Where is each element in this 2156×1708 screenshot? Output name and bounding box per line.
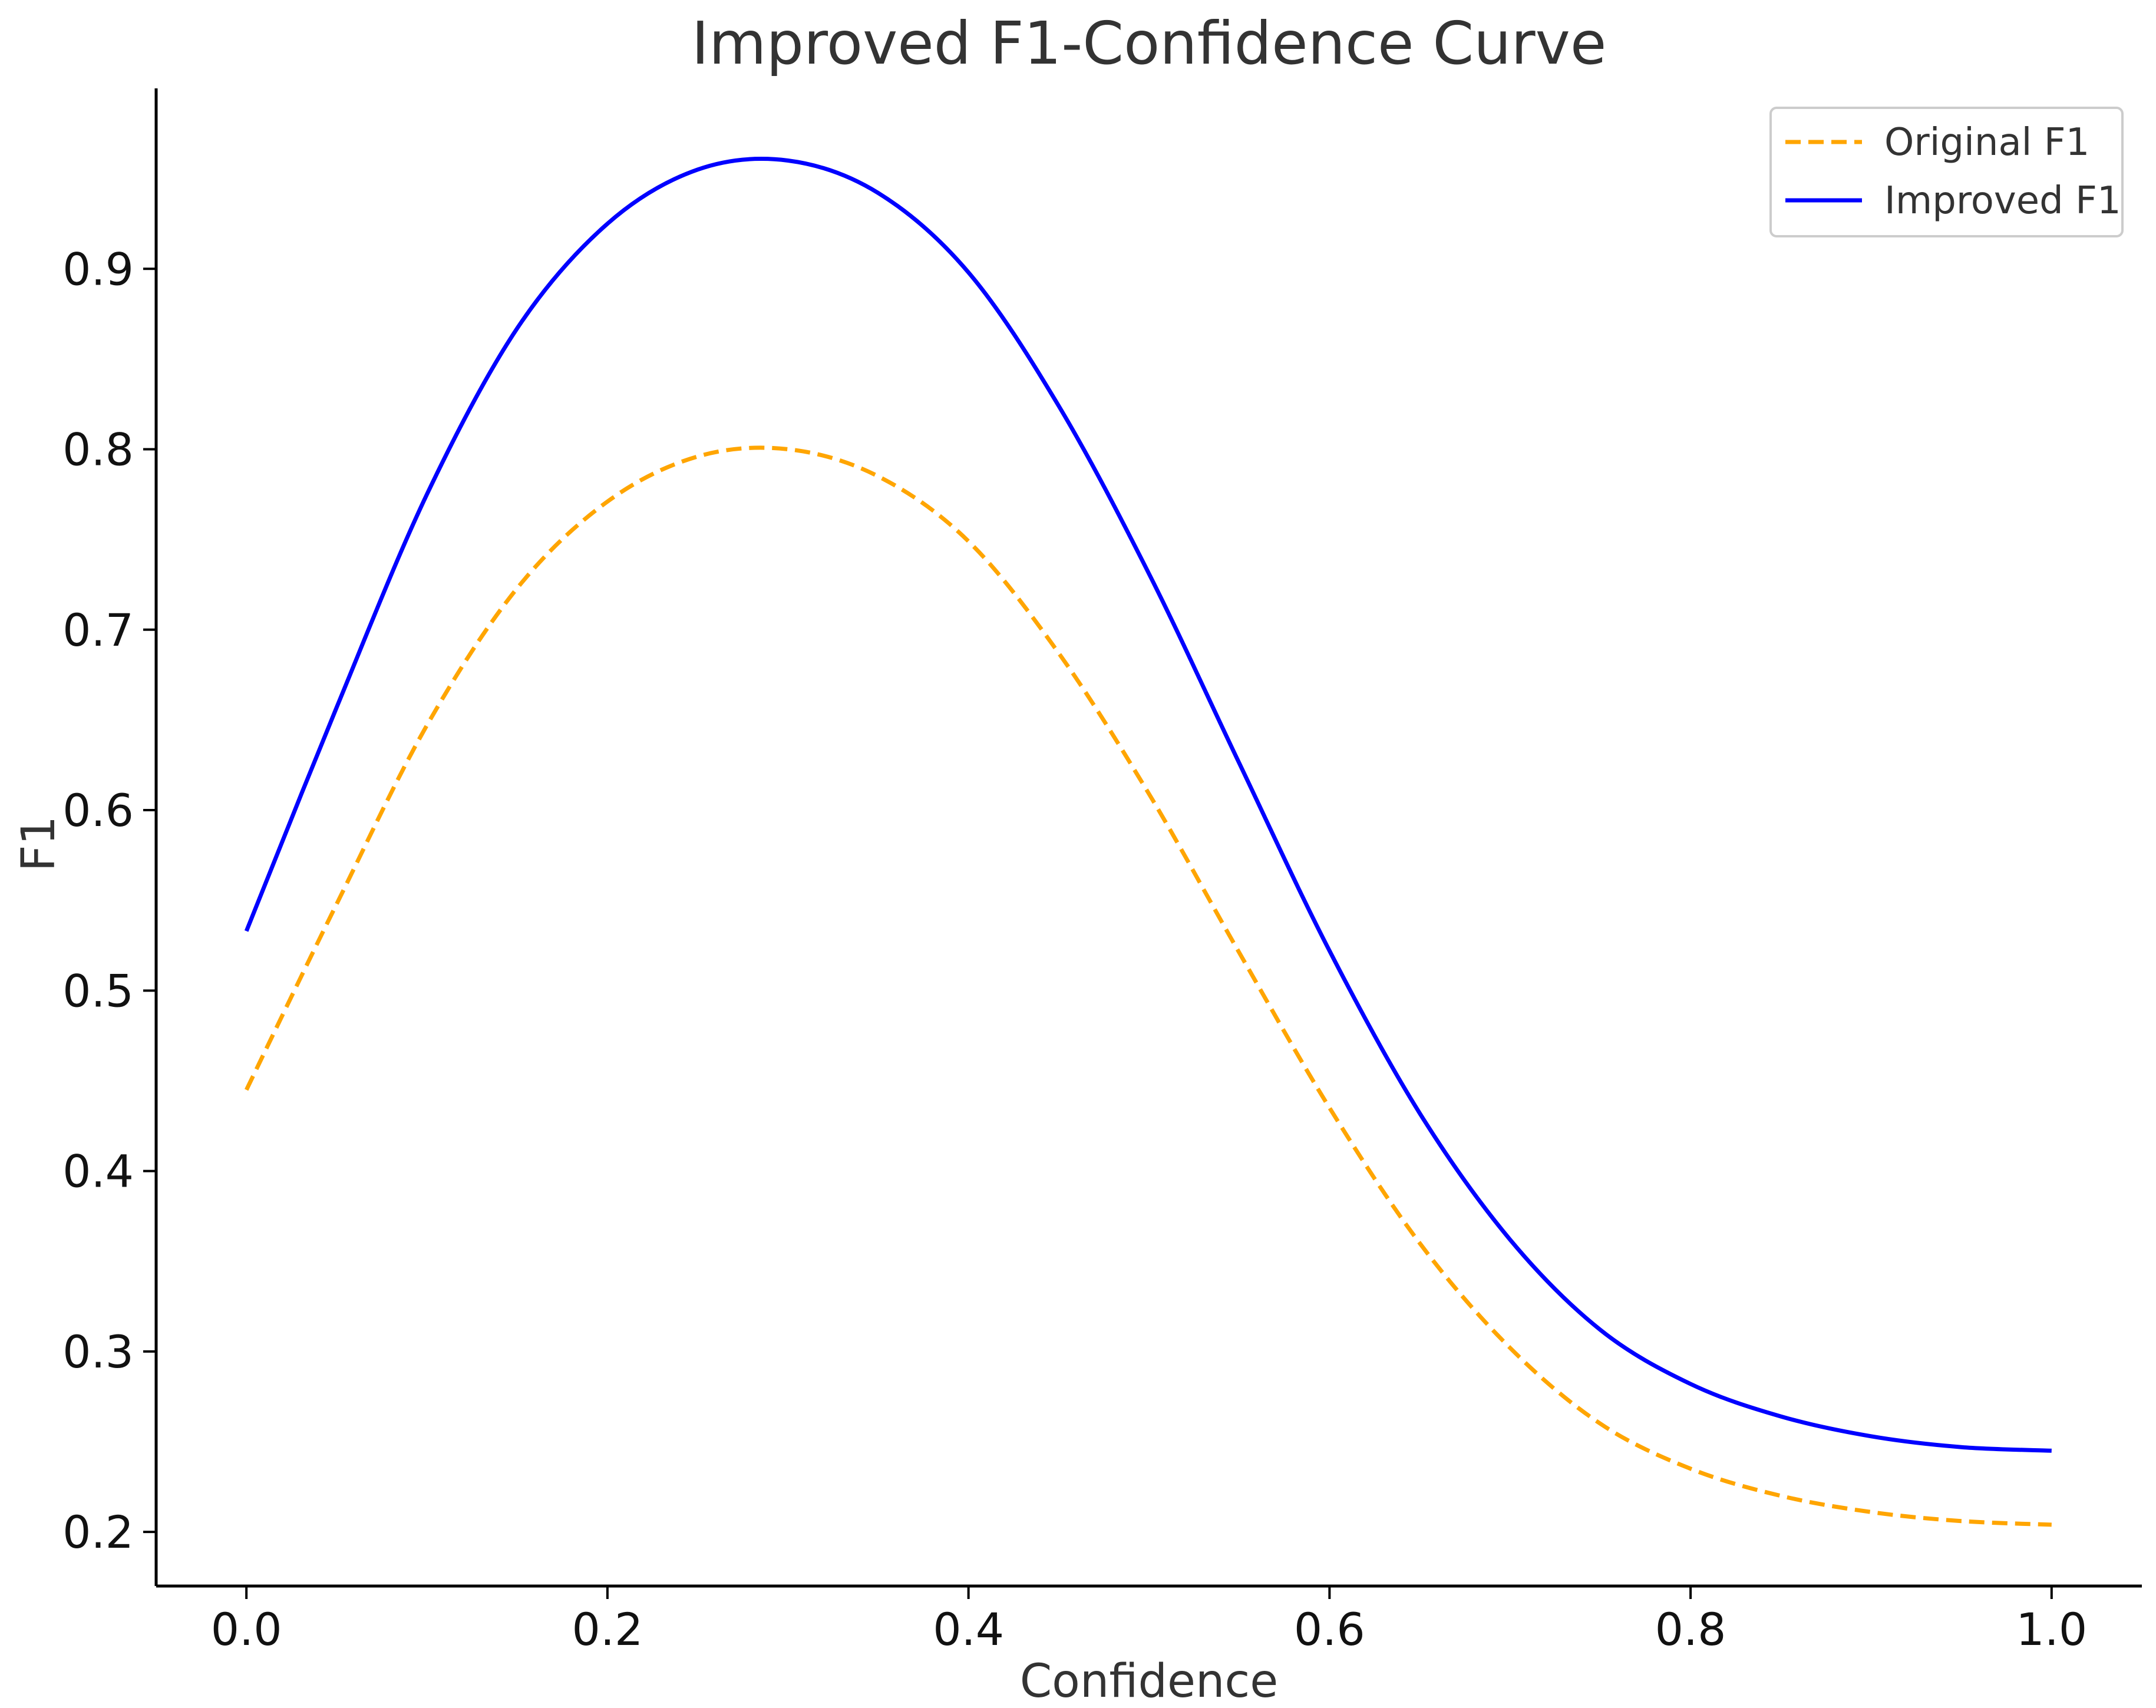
x-axis-label: Confidence	[1020, 1655, 1279, 1708]
series-line-improved-f1	[244, 157, 2052, 1453]
legend-label-original-f1: Original F1	[1884, 121, 2089, 164]
x-tick-label: 0.2	[572, 1603, 643, 1656]
y-tick-label: 0.9	[62, 243, 134, 295]
legend: Original F1 Improved F1	[1769, 107, 2124, 237]
y-tick-label: 0.2	[62, 1506, 134, 1558]
y-tick-label: 0.8	[62, 424, 134, 476]
x-tick-label: 0.0	[211, 1603, 282, 1656]
series-line-original-f1	[245, 445, 2052, 1527]
chart-title: Improved F1-Confidence Curve	[692, 9, 1607, 78]
y-axis-ticks: 0.2 0.3 0.4 0.5 0.6 0.7 0.8 0.9	[62, 243, 156, 1558]
x-tick-label: 1.0	[2016, 1603, 2087, 1656]
x-tick-label: 0.6	[1294, 1603, 1365, 1656]
x-axis-ticks: 0.0 0.2 0.4 0.6 0.8 1.0	[211, 1586, 2087, 1656]
x-tick-label: 0.4	[933, 1603, 1004, 1656]
y-tick-label: 0.4	[62, 1145, 134, 1198]
y-tick-label: 0.6	[62, 784, 134, 837]
y-tick-label: 0.5	[62, 964, 134, 1017]
legend-label-improved-f1: Improved F1	[1884, 179, 2121, 223]
plot-area	[244, 157, 2052, 1527]
x-tick-label: 0.8	[1655, 1603, 1726, 1656]
y-axis-label: F1	[12, 816, 65, 872]
y-tick-label: 0.7	[62, 604, 134, 656]
y-tick-label: 0.3	[62, 1326, 134, 1378]
